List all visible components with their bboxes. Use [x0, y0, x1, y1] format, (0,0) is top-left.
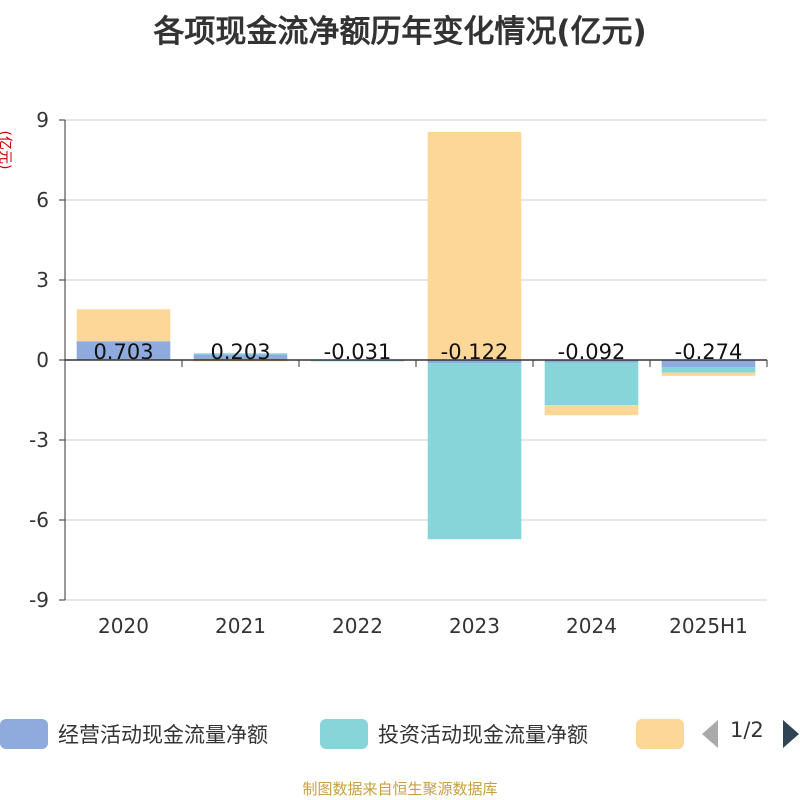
data-label-2023: -0.122 — [441, 340, 509, 364]
legend-prev-page-button[interactable] — [702, 720, 718, 748]
legend-label-operating: 经营活动现金流量净额 — [58, 723, 268, 747]
bar-2023-series-1 — [427, 363, 522, 540]
legend: 经营活动现金流量净额 投资活动现金流量净额 — [0, 716, 800, 752]
legend-page-indicator: 1/2 — [730, 718, 764, 742]
data-label-2025H1: -0.274 — [675, 340, 743, 364]
legend-swatch-financing — [636, 719, 684, 749]
y-tick-label-2: 3 — [36, 268, 49, 292]
legend-swatch-operating — [0, 719, 48, 749]
bar-2021-series-1 — [193, 353, 288, 355]
y-tick-label-0: 9 — [36, 108, 49, 132]
chart-title: 各项现金流净额历年变化情况(亿元) — [153, 14, 647, 50]
x-tick-label-2020: 2020 — [98, 614, 149, 638]
bar-2020-series-0 — [76, 341, 171, 360]
bar-2020-series-2 — [76, 309, 171, 342]
bar-2022-series-1 — [310, 360, 405, 362]
x-tick-label-2024: 2024 — [566, 614, 617, 638]
bar-2024-series-0 — [544, 360, 639, 363]
bar-2023-series-2 — [427, 132, 522, 360]
data-label-2022: -0.031 — [324, 340, 392, 364]
x-tick-label-2025H1: 2025H1 — [669, 614, 748, 638]
x-tick-label-2021: 2021 — [215, 614, 266, 638]
data-label-2021: 0.203 — [210, 340, 270, 364]
bar-2023-series-0 — [427, 360, 522, 364]
data-source-note: 制图数据来自恒生聚源数据库 — [302, 780, 498, 798]
legend-item-financing[interactable] — [636, 718, 694, 750]
legend-swatch-investing — [320, 719, 368, 749]
legend-label-investing: 投资活动现金流量净额 — [378, 723, 588, 747]
data-label-2024: -0.092 — [558, 340, 626, 364]
bar-2025H1-series-0 — [661, 360, 756, 368]
legend-item-investing[interactable]: 投资活动现金流量净额 — [320, 718, 588, 750]
x-tick-label-2022: 2022 — [332, 614, 383, 638]
legend-next-page-button[interactable] — [783, 720, 799, 748]
x-tick-label-2023: 2023 — [449, 614, 500, 638]
bar-2024-series-2 — [544, 405, 639, 416]
y-tick-label-5: -6 — [29, 508, 49, 532]
bar-2025H1-series-1 — [661, 367, 756, 373]
data-label-2020: 0.703 — [93, 340, 153, 364]
legend-item-operating[interactable]: 经营活动现金流量净额 — [0, 718, 268, 750]
bar-2024-series-1 — [544, 362, 639, 406]
y-tick-label-1: 6 — [36, 188, 49, 212]
y-tick-label-3: 0 — [36, 348, 49, 372]
bar-2021-series-0 — [193, 354, 288, 360]
bar-2025H1-series-2 — [661, 372, 756, 376]
y-tick-label-4: -3 — [29, 428, 49, 452]
y-tick-label-6: -9 — [29, 588, 49, 612]
